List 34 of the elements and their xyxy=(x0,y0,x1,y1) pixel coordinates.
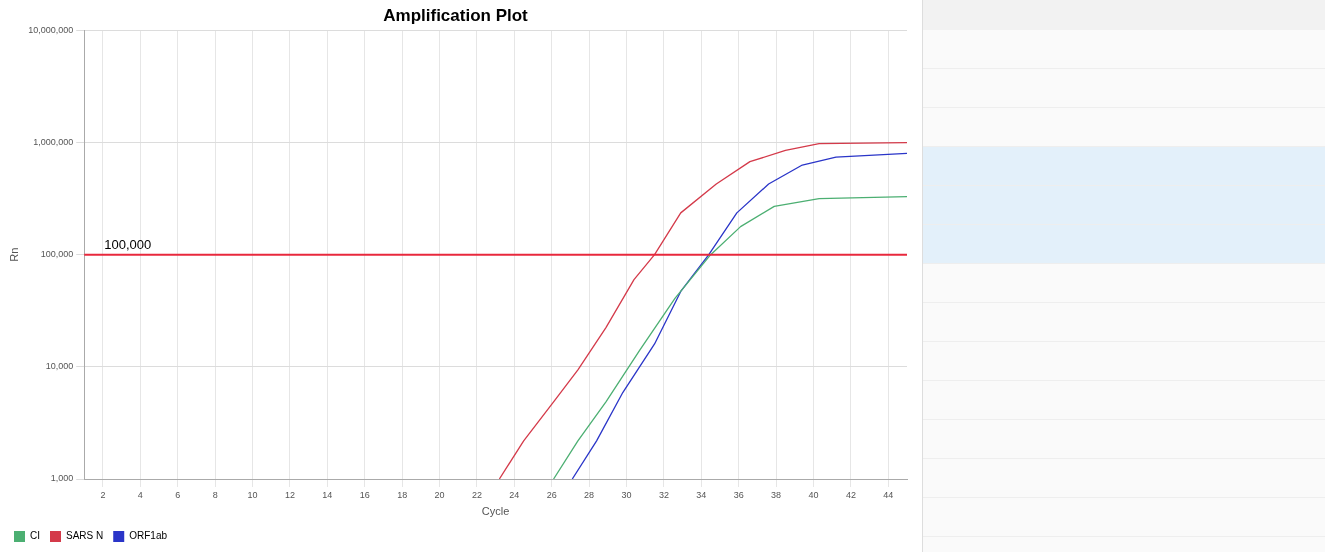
x-tick-label: 44 xyxy=(883,489,894,500)
x-tick-label: 30 xyxy=(621,489,632,500)
x-tick-label: 22 xyxy=(471,489,482,500)
x-tick-label: 24 xyxy=(509,489,520,500)
x-tick-label: 32 xyxy=(658,489,669,500)
x-tick-label: 34 xyxy=(696,489,707,500)
x-tick-label: 14 xyxy=(322,489,333,500)
x-tick-label: 8 xyxy=(212,489,218,500)
x-tick-label: 6 xyxy=(175,489,181,500)
y-tick-label: 1,000,000 xyxy=(33,137,74,148)
ref-line-label: 100,000 xyxy=(104,236,152,252)
x-tick-label: 40 xyxy=(808,489,819,500)
x-tick-label: 18 xyxy=(397,489,408,500)
legend-label: SARS N xyxy=(66,530,104,542)
legend-label: CI xyxy=(30,530,40,542)
y-tick-label: 100,000 xyxy=(40,249,74,260)
legend-label: ORF1ab xyxy=(129,530,168,542)
y-tick-label: 1,000 xyxy=(50,473,74,484)
x-tick-label: 38 xyxy=(771,489,782,500)
x-tick-label: 2 xyxy=(100,489,106,500)
x-axis-title: Cycle xyxy=(481,505,510,518)
x-tick-label: 4 xyxy=(137,489,143,500)
x-tick-label: 26 xyxy=(546,489,557,500)
x-tick-label: 36 xyxy=(733,489,744,500)
chart-title: Amplification Plot xyxy=(383,5,529,25)
x-tick-label: 42 xyxy=(845,489,856,500)
x-tick-label: 12 xyxy=(284,489,295,500)
y-axis-title: Rn xyxy=(7,247,20,262)
x-tick-label: 28 xyxy=(584,489,595,500)
x-tick-label: 20 xyxy=(434,489,445,500)
x-tick-label: 10 xyxy=(247,489,258,500)
y-tick-label: 10,000 xyxy=(45,361,74,372)
y-tick-label: 10,000,000 xyxy=(28,24,74,35)
x-tick-label: 16 xyxy=(359,489,370,500)
